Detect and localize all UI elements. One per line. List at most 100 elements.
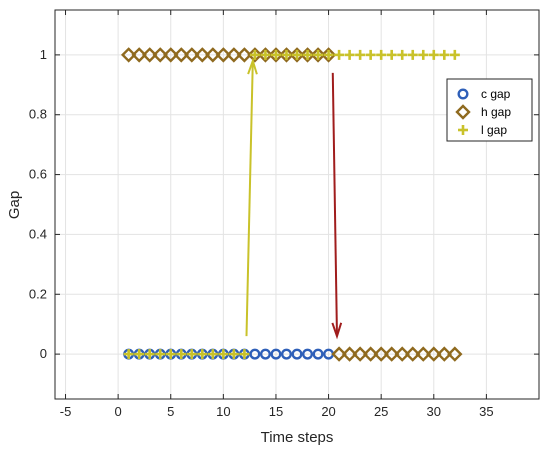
point-h-gap xyxy=(247,47,263,63)
arrow-head xyxy=(247,57,258,75)
arrow-shaft xyxy=(245,60,254,337)
point-h-gap xyxy=(236,47,253,63)
x-tick-label: -5 xyxy=(60,404,72,419)
point-h-gap xyxy=(310,47,326,63)
point-l-gap xyxy=(249,49,260,60)
point-l-gap xyxy=(302,49,313,60)
point-h-gap xyxy=(194,47,211,63)
point-h-gap xyxy=(205,47,221,63)
point-h-gap xyxy=(278,47,295,63)
point-h-gap xyxy=(394,346,410,362)
point-l-gap xyxy=(144,349,155,360)
y-tick-label: 0.8 xyxy=(29,107,47,122)
point-h-gap xyxy=(257,47,274,63)
x-tick-label: 20 xyxy=(321,404,335,419)
point-h-gap xyxy=(436,346,453,362)
point-h-gap xyxy=(173,47,189,63)
x-axis-label: Time steps xyxy=(261,429,334,446)
point-l-gap xyxy=(313,49,324,60)
legend-label-h-gap: h gap xyxy=(481,105,511,119)
point-l-gap xyxy=(155,349,166,360)
point-h-gap xyxy=(383,346,400,362)
point-l-gap xyxy=(428,49,439,60)
y-tick-label: 1 xyxy=(40,47,47,62)
point-l-gap xyxy=(418,49,429,60)
point-h-gap xyxy=(289,47,305,63)
point-h-gap xyxy=(215,47,232,63)
legend-label-l-gap: l gap xyxy=(481,123,507,137)
x-tick-label: 5 xyxy=(167,404,174,419)
series-l-gap xyxy=(123,49,460,360)
legend-label-c-gap: c gap xyxy=(481,87,511,101)
point-l-gap xyxy=(365,49,376,60)
point-h-gap xyxy=(320,47,337,63)
series-h-gap xyxy=(120,47,463,362)
x-tick-label: 0 xyxy=(115,404,122,419)
data-series xyxy=(120,47,463,362)
point-h-gap xyxy=(152,47,168,63)
point-c-gap xyxy=(302,348,314,360)
point-l-gap xyxy=(449,49,460,60)
point-l-gap xyxy=(323,49,334,60)
point-l-gap xyxy=(281,49,292,60)
point-h-gap xyxy=(352,346,368,362)
x-tick-label: 30 xyxy=(427,404,441,419)
point-l-gap xyxy=(134,349,145,360)
arrow-shaft xyxy=(331,72,338,337)
point-h-gap xyxy=(405,346,421,362)
point-l-gap xyxy=(355,49,366,60)
point-l-gap xyxy=(344,49,355,60)
point-l-gap xyxy=(386,49,397,60)
point-c-gap xyxy=(280,348,292,360)
point-h-gap xyxy=(415,346,431,362)
point-l-gap xyxy=(123,349,134,360)
point-l-gap xyxy=(186,349,197,360)
point-h-gap xyxy=(226,47,242,63)
point-h-gap xyxy=(268,47,284,63)
point-c-gap xyxy=(270,348,282,360)
transition-arrow xyxy=(331,72,343,340)
y-tick-label: 0.4 xyxy=(29,226,47,241)
point-l-gap xyxy=(218,349,229,360)
transition-arrows xyxy=(245,57,343,340)
point-l-gap xyxy=(270,49,281,60)
legend: c gap h gap l gap xyxy=(446,78,533,142)
point-l-gap xyxy=(176,349,187,360)
point-h-gap xyxy=(131,47,147,63)
y-tick-label: 0.6 xyxy=(29,167,47,182)
point-h-gap xyxy=(373,346,389,362)
x-tick-label: 10 xyxy=(216,404,230,419)
point-c-gap xyxy=(312,348,324,360)
point-h-gap xyxy=(141,47,158,63)
legend-marker-l-gap xyxy=(458,125,468,135)
plot-frame xyxy=(54,9,540,400)
point-l-gap xyxy=(334,49,345,60)
legend-markers xyxy=(455,88,471,135)
point-l-gap xyxy=(207,349,218,360)
point-h-gap xyxy=(341,346,358,362)
axis-ticks: -5 0 5 10 15 20 25 30 35 0 0.2 0.4 0.6 0.8 1 xyxy=(29,10,539,419)
arrow-head xyxy=(331,322,343,340)
point-h-gap xyxy=(362,346,379,362)
point-c-gap xyxy=(291,348,303,360)
legend-marker-c-gap xyxy=(457,88,469,100)
point-l-gap xyxy=(397,49,408,60)
point-h-gap xyxy=(120,47,137,63)
point-h-gap xyxy=(447,346,463,362)
point-h-gap xyxy=(331,346,347,362)
x-tick-label: 15 xyxy=(269,404,283,419)
point-h-gap xyxy=(426,346,442,362)
point-l-gap xyxy=(439,49,450,60)
y-tick-label: 0.2 xyxy=(29,286,47,301)
point-l-gap xyxy=(197,349,208,360)
point-c-gap xyxy=(259,348,271,360)
point-l-gap xyxy=(239,349,250,360)
legend-marker-h-gap xyxy=(455,104,471,120)
y-tick-label: 0 xyxy=(40,346,47,361)
y-axis-label: Gap xyxy=(6,191,23,219)
point-l-gap xyxy=(165,349,176,360)
point-h-gap xyxy=(184,47,200,63)
point-h-gap xyxy=(299,47,316,63)
point-l-gap xyxy=(376,49,387,60)
